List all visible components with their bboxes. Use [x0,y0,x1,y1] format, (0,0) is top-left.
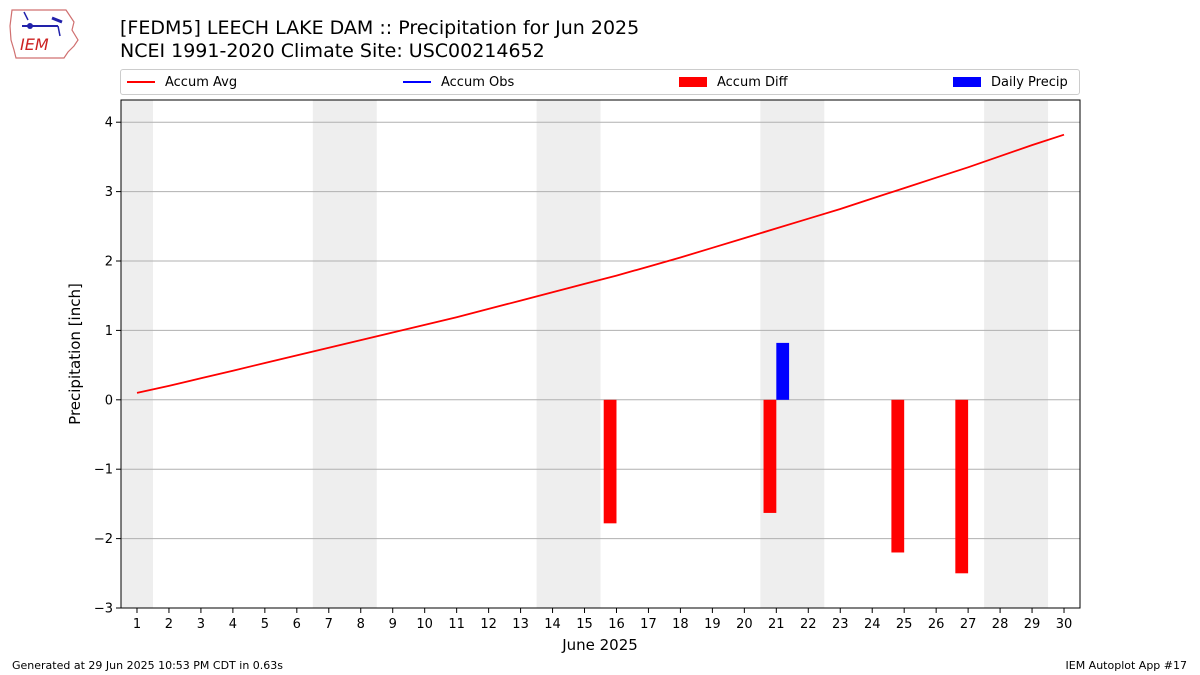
x-tick-label: 14 [544,617,561,632]
x-tick-label: 4 [229,617,237,632]
legend-label: Accum Diff [717,74,788,90]
x-tick-label: 10 [416,617,433,632]
x-tick-label: 21 [768,617,785,632]
x-tick-label: 24 [864,617,881,632]
x-tick-label: 16 [608,617,625,632]
accum-diff-bar [891,399,905,553]
x-tick-label: 1 [133,617,141,632]
x-tick-label: 8 [357,617,365,632]
y-axis-label: Precipitation [inch] [66,283,84,425]
legend-swatch [679,77,707,87]
x-tick-label: 9 [389,617,397,632]
x-tick-label: 5 [261,617,269,632]
weekend-shade [121,100,153,608]
weekend-shade [536,100,601,608]
y-tick-label: −2 [94,532,113,547]
app-note: IEM Autoplot App #17 [1065,659,1188,672]
x-tick-label: 30 [1056,617,1073,632]
x-tick-label: 7 [325,617,333,632]
accum-diff-bar [955,399,969,574]
x-tick-label: 25 [896,617,913,632]
legend-item-accum-avg: Accum Avg [127,70,237,94]
weekend-shade [984,100,1049,608]
x-tick-label: 28 [992,617,1009,632]
legend-item-accum-diff: Accum Diff [679,70,788,94]
x-tick-label: 11 [448,617,465,632]
x-tick-label: 18 [672,617,689,632]
x-tick-label: 20 [736,617,753,632]
x-tick-label: 2 [165,617,173,632]
y-tick-label: −1 [94,463,113,478]
legend-label: Daily Precip [991,74,1068,90]
accum-diff-bar [603,399,617,524]
x-tick-label: 13 [512,617,529,632]
y-tick-label: 2 [105,255,113,270]
x-tick-label: 19 [704,617,721,632]
legend-label: Accum Obs [441,74,515,90]
x-tick-label: 29 [1024,617,1041,632]
x-tick-label: 3 [197,617,205,632]
plot-frame [120,99,1081,609]
x-tick-label: 27 [960,617,977,632]
x-tick-label: 12 [480,617,497,632]
daily-precip-bar [776,342,790,400]
y-tick-label: 4 [105,116,113,131]
accum-avg-line [136,133,1065,394]
iem-logo: IEM [9,9,79,59]
legend-label: Accum Avg [165,74,238,90]
chart-subtitle: NCEI 1991-2020 Climate Site: USC00214652 [120,40,545,62]
x-tick-label: 26 [928,617,945,632]
x-tick-label: 15 [576,617,593,632]
weekend-shade [760,100,825,608]
x-tick-label: 6 [293,617,301,632]
logo-text: IEM [20,35,49,54]
legend-item-daily-precip: Daily Precip [953,70,1068,94]
legend-swatch [127,81,155,83]
accum-diff-bar [763,399,777,513]
y-tick-label: 0 [105,393,113,408]
weekend-shade [312,100,377,608]
y-tick-label: 1 [105,324,113,339]
y-tick-label: −3 [94,602,113,617]
legend-item-accum-obs: Accum Obs [403,70,514,94]
legend: Accum Avg Accum Obs Accum Diff Daily Pre… [120,69,1080,95]
legend-swatch [403,81,431,83]
chart-title: [FEDM5] LEECH LAKE DAM :: Precipitation … [120,17,640,39]
y-tick-label: 3 [105,185,113,200]
legend-swatch [953,77,981,87]
generated-note: Generated at 29 Jun 2025 10:53 PM CDT in… [12,659,284,672]
x-axis-label: June 2025 [561,636,638,654]
x-tick-label: 23 [832,617,849,632]
x-tick-label: 22 [800,617,817,632]
x-tick-label: 17 [640,617,657,632]
